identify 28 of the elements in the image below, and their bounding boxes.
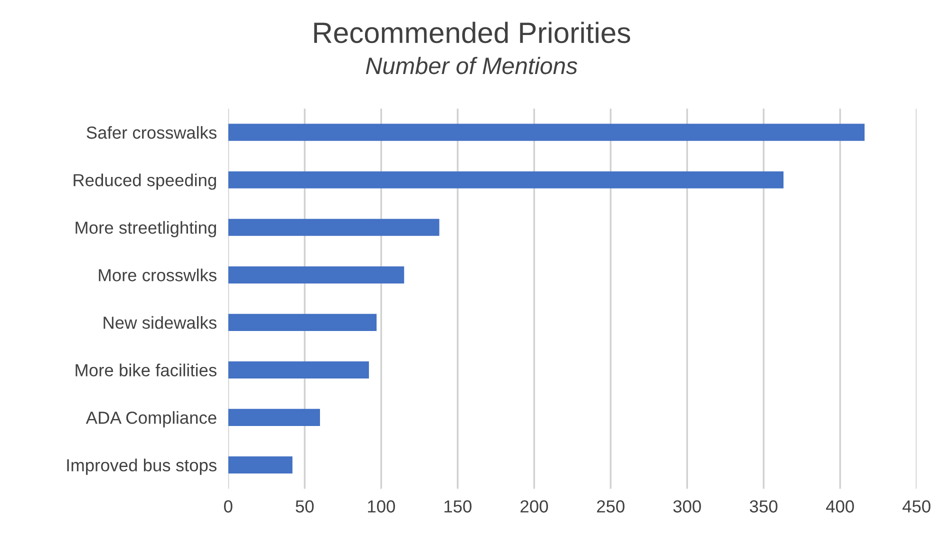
x-tick-label: 100 — [368, 500, 395, 513]
x-tick-label: 300 — [673, 500, 701, 513]
x-tick-label: 50 — [296, 500, 314, 513]
y-tick-label: More streetlighting — [76, 221, 216, 238]
bar — [228, 314, 377, 331]
x-tick-label: 350 — [750, 500, 778, 513]
y-tick-label: Reduced speeding — [74, 174, 216, 190]
x-tick-label: 450 — [902, 500, 930, 513]
y-tick-label: Improved bus stops — [67, 458, 216, 475]
bar — [228, 171, 784, 188]
bar — [228, 218, 440, 236]
x-tick-label: 250 — [597, 500, 624, 513]
y-tick-label: More crosswlks — [98, 268, 216, 282]
x-tick-label: 400 — [826, 500, 854, 513]
y-tick-label: New sidewalks — [104, 316, 216, 329]
bar — [228, 124, 865, 141]
y-tick-label: More bike facilities — [76, 364, 216, 376]
chart-subtitle: Number of Mentions — [366, 56, 578, 74]
x-tick-label: 0 — [224, 500, 232, 513]
chart-title: Recommended Priorities — [314, 22, 630, 44]
bar — [228, 266, 404, 284]
y-tick-label: Safer crosswalks — [86, 126, 216, 139]
bar — [228, 361, 369, 378]
x-tick-label: 200 — [520, 500, 548, 513]
y-tick-label: ADA Compliance — [86, 411, 216, 428]
bar — [228, 456, 292, 474]
bar — [228, 408, 320, 426]
x-tick-label: 150 — [444, 500, 472, 513]
